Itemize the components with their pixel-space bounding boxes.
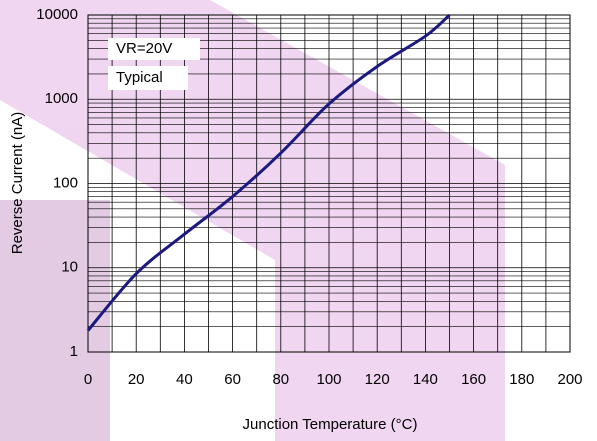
- plot-frame: [87, 14, 571, 353]
- grid: [87, 14, 571, 353]
- x-tick-label: 0: [84, 371, 92, 388]
- annotation: VR=20V: [116, 40, 172, 57]
- annotation-bg: [108, 38, 200, 60]
- x-tick-label: 60: [224, 371, 241, 388]
- y-tick-label: 1: [70, 343, 78, 360]
- annotation-bg: [108, 66, 188, 90]
- watermark-shape: [0, 0, 505, 441]
- x-tick-label: 120: [365, 371, 390, 388]
- x-tick-label: 40: [176, 371, 193, 388]
- y-tick-label: 10000: [36, 6, 78, 23]
- x-tick-label: 20: [128, 371, 145, 388]
- x-axis-label: Junction Temperature (°C): [243, 416, 418, 433]
- x-tick-label: 180: [509, 371, 534, 388]
- x-tick-label: 160: [461, 371, 486, 388]
- data-line: [86, 13, 451, 332]
- annotation: Typical: [116, 69, 163, 86]
- watermark-shape: [0, 200, 110, 441]
- y-tick-label: 100: [53, 174, 78, 191]
- y-tick-label: 1000: [45, 90, 78, 107]
- x-tick-label: 80: [272, 371, 289, 388]
- background-watermark: [0, 0, 505, 441]
- x-tick-label: 100: [316, 371, 341, 388]
- y-tick-label: 10: [61, 259, 78, 276]
- y-axis-label: Reverse Current (nA): [9, 112, 26, 255]
- x-tick-label: 200: [557, 371, 582, 388]
- x-tick-label: 140: [413, 371, 438, 388]
